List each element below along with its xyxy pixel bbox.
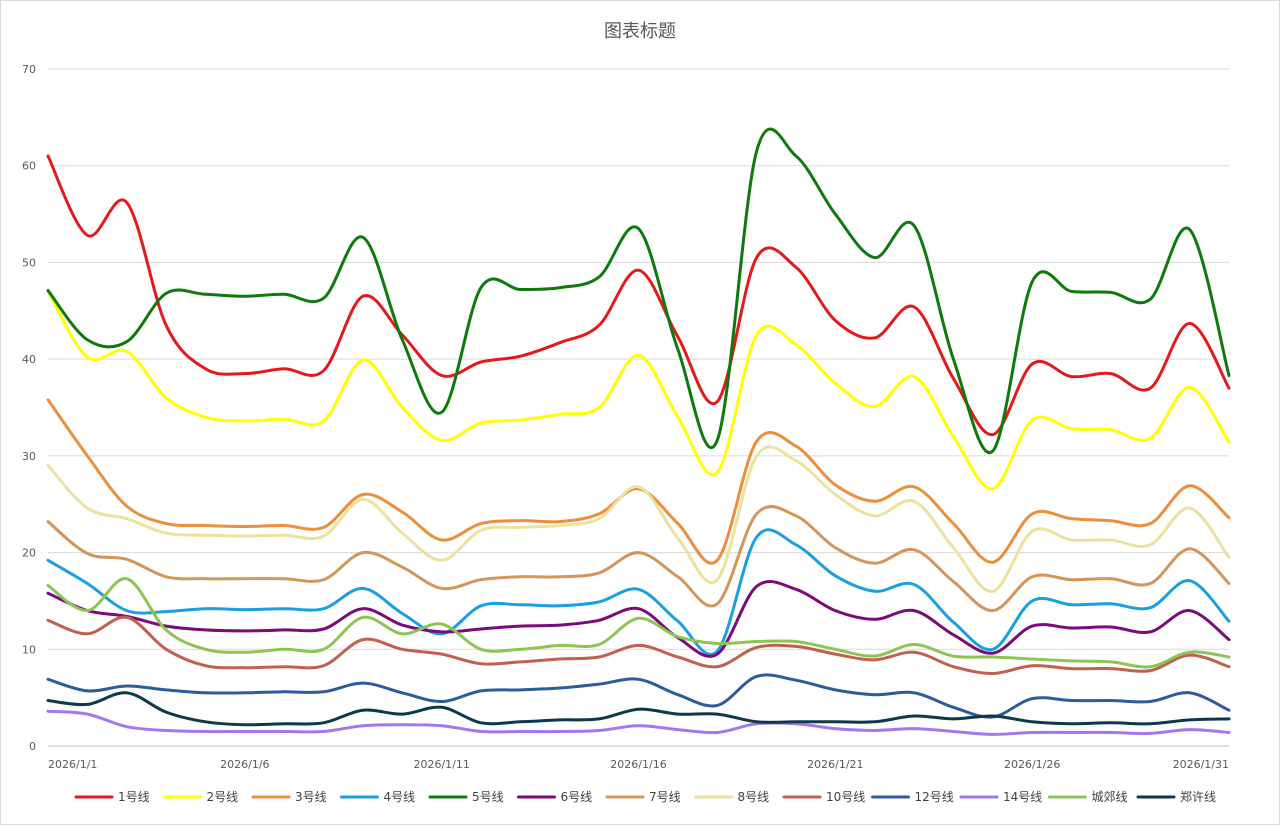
legend-label: 城郊线 — [1092, 790, 1128, 804]
series-line-9 — [46, 673, 1231, 719]
y-tick-label: 50 — [22, 256, 36, 269]
series-line-2 — [46, 398, 1231, 565]
y-tick-label: 30 — [22, 450, 36, 463]
legend-label: 5号线 — [472, 790, 504, 804]
legend-label: 4号线 — [384, 790, 416, 804]
legend-label: 10号线 — [826, 790, 865, 804]
series-lines — [46, 127, 1231, 736]
x-tick-label: 2026/1/11 — [413, 758, 469, 771]
x-tick-label: 2026/1/31 — [1173, 758, 1229, 771]
legend-label: 郑许线 — [1180, 789, 1216, 804]
series-line-5 — [46, 580, 1231, 658]
x-tick-label: 2026/1/1 — [48, 758, 97, 771]
y-tick-label: 70 — [22, 63, 36, 76]
y-axis-ticks: 0 10 20 30 40 50 60 70 — [22, 63, 36, 753]
legend-label: 3号线 — [295, 790, 327, 804]
series-line-10 — [46, 709, 1231, 736]
series-line-4 — [46, 127, 1231, 455]
legend-label: 7号线 — [649, 790, 681, 804]
legend-label: 6号线 — [561, 790, 593, 804]
legend-label: 2号线 — [207, 790, 239, 804]
y-tick-label: 0 — [29, 740, 36, 753]
y-tick-label: 40 — [22, 353, 36, 366]
x-tick-label: 2026/1/16 — [610, 758, 666, 771]
x-tick-label: 2026/1/21 — [807, 758, 863, 771]
series-line-8 — [46, 615, 1231, 676]
series-line-11 — [46, 577, 1231, 669]
series-line-0 — [46, 154, 1231, 437]
x-axis-ticks: 2026/1/1 2026/1/6 2026/1/11 2026/1/16 2026/1… — [48, 758, 1229, 771]
legend-label: 12号线 — [915, 790, 954, 804]
series-line-3 — [46, 528, 1231, 656]
series-line-6 — [46, 505, 1231, 613]
x-tick-label: 2026/1/6 — [220, 758, 269, 771]
legend-label: 14号线 — [1003, 790, 1042, 804]
chart-title: 图表标题 — [604, 21, 676, 42]
y-tick-label: 20 — [22, 547, 36, 560]
series-line-12 — [46, 691, 1231, 727]
y-tick-label: 60 — [22, 160, 36, 173]
y-tick-label: 10 — [22, 643, 36, 656]
x-tick-label: 2026/1/26 — [1004, 758, 1060, 771]
legend-label: 1号线 — [118, 790, 150, 804]
legend-label: 8号线 — [738, 790, 770, 804]
series-line-1 — [46, 289, 1231, 491]
legend: 1号线 2号线 3号线 4号线 5号线 6号线 7号线 8号线 10号线 12号线 14号线 城郊线 郑… — [74, 789, 1216, 804]
series-line-7 — [46, 445, 1231, 593]
